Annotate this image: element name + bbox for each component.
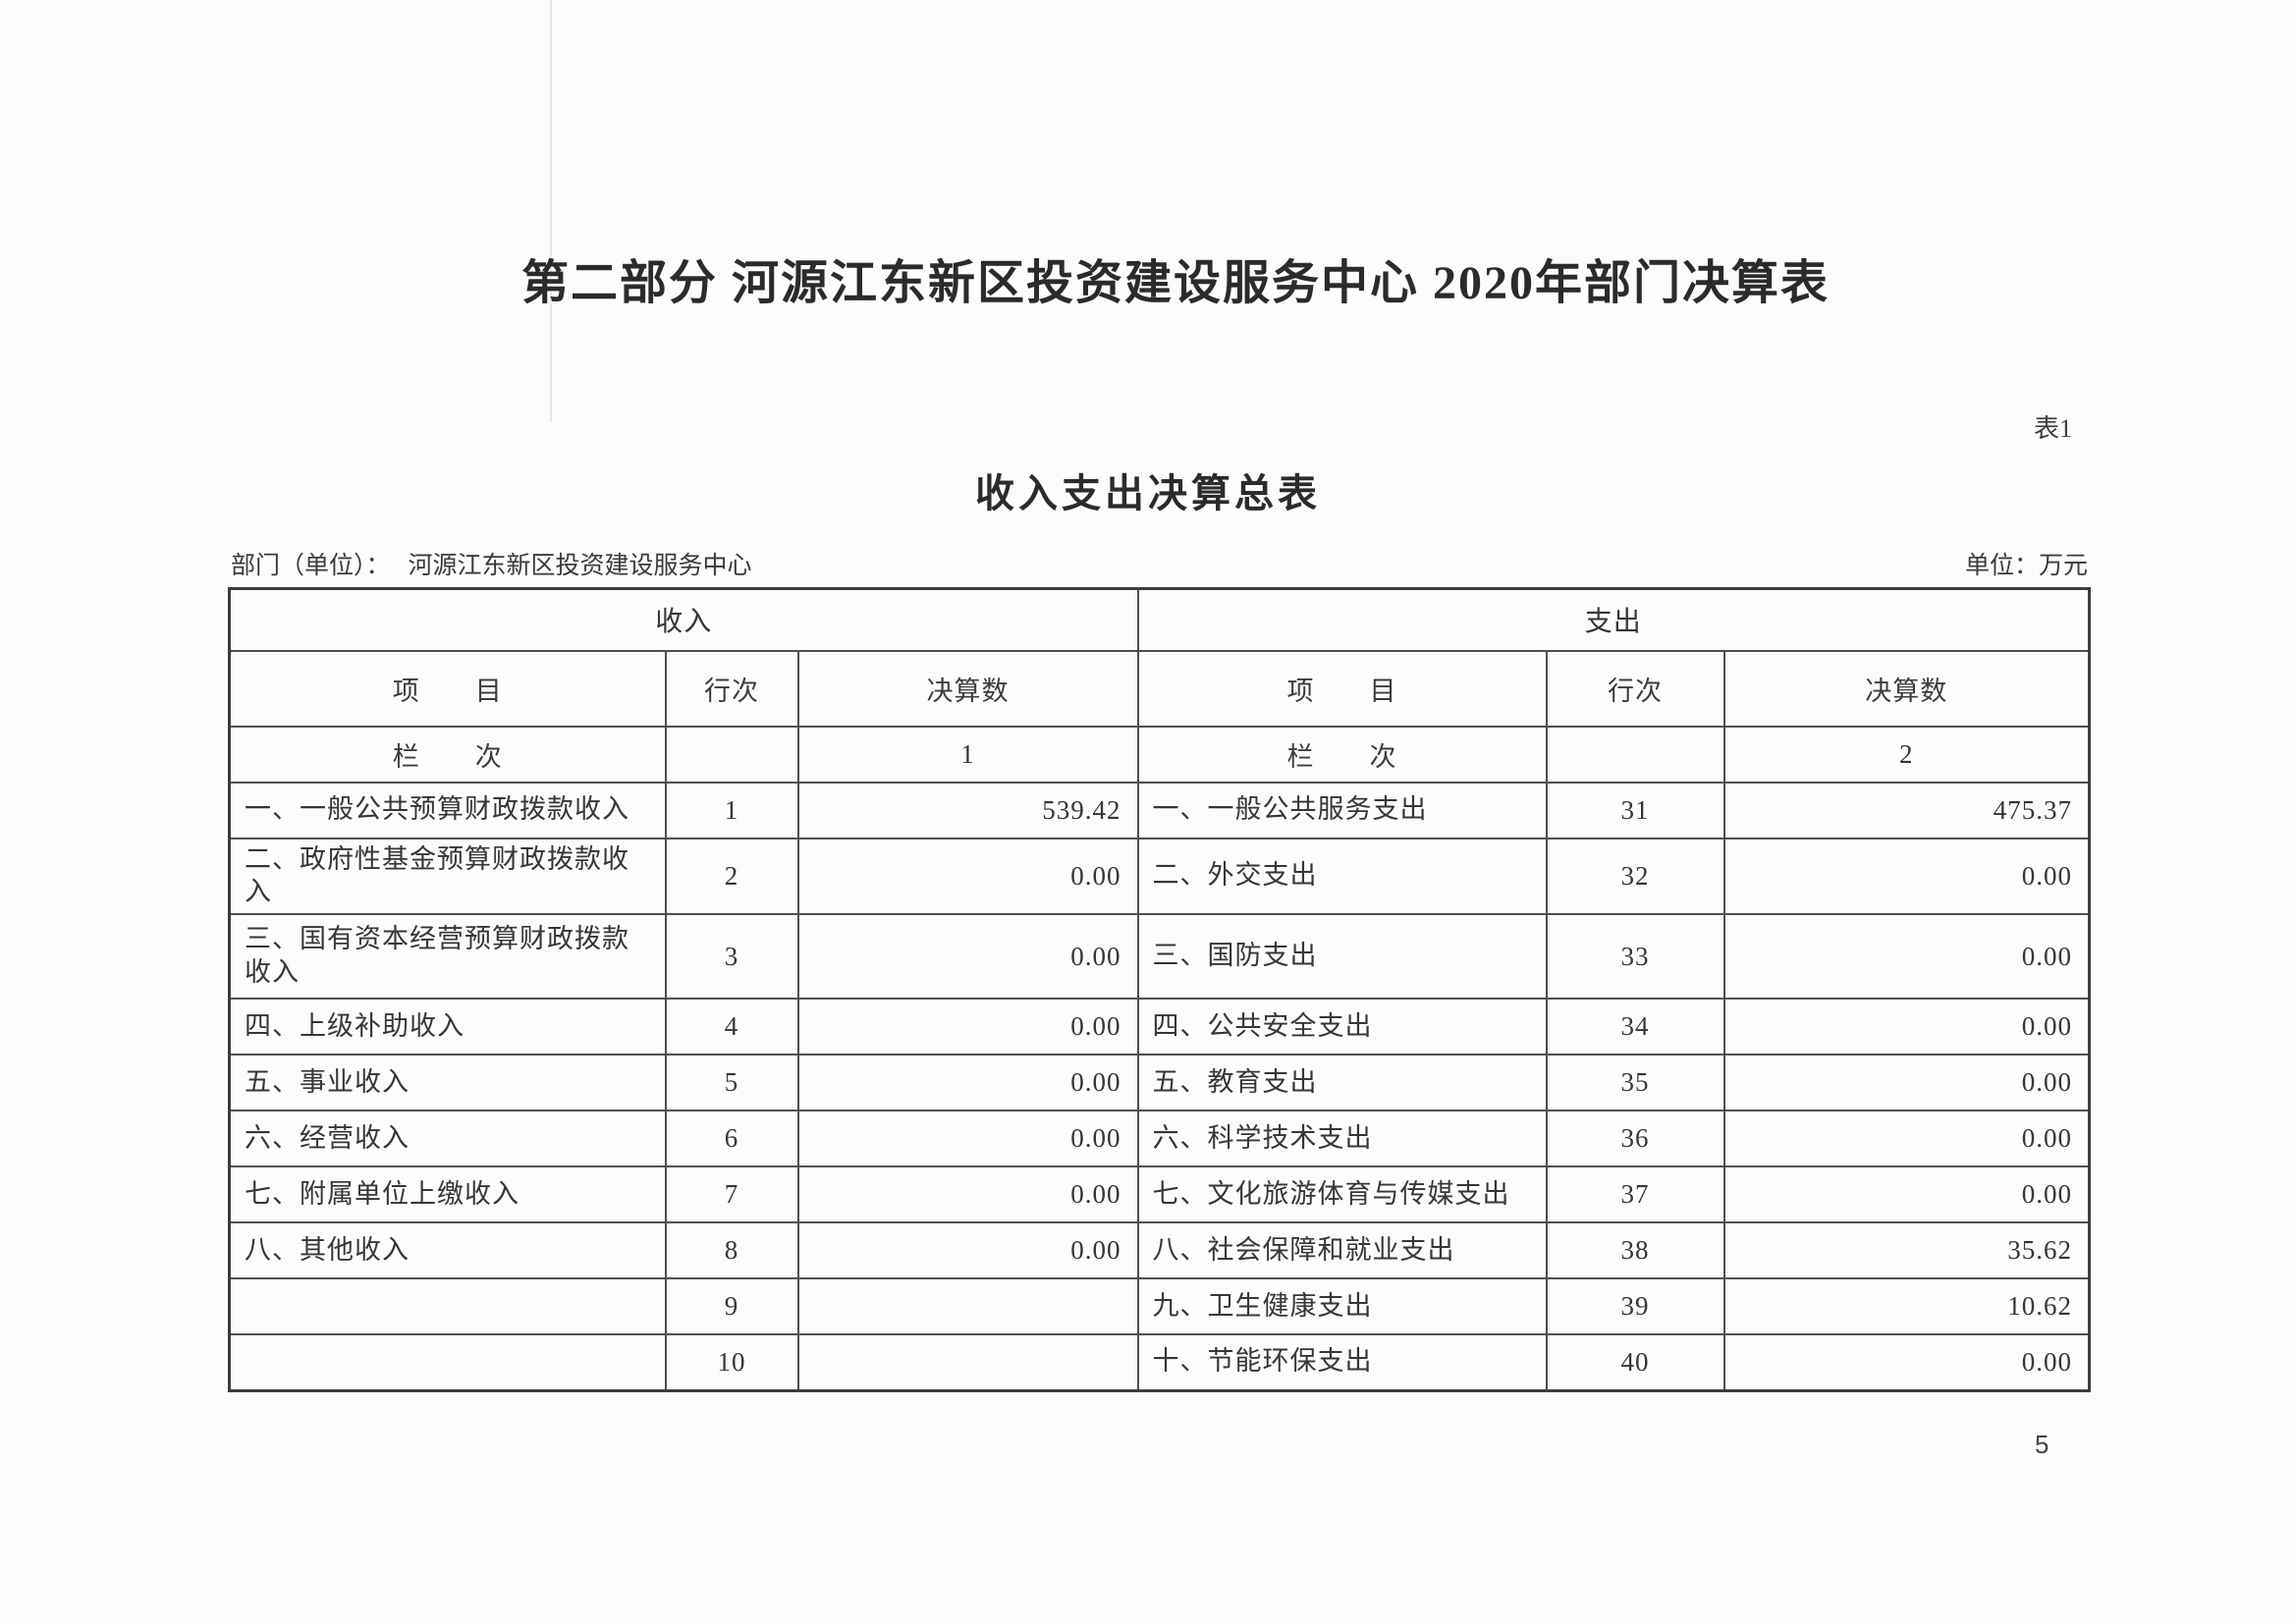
income-amount-cell: 539.42 (796, 781, 1139, 839)
table-row: 四、上级补助收入 4 0.00 四、公共安全支出 34 0.00 (228, 998, 2091, 1056)
income-line-cell: 10 (664, 1333, 799, 1391)
expenditure-amount-cell: 0.00 (1722, 837, 2091, 915)
expenditure-amount-cell: 0.00 (1722, 1333, 2091, 1391)
department-value: 河源江东新区投资建设服务中心 (408, 553, 752, 579)
expenditure-line-cell: 39 (1545, 1277, 1725, 1335)
expenditure-item-cell: 一、一般公共服务支出 (1136, 781, 1548, 839)
table-row: 9 九、卫生健康支出 39 10.62 (228, 1277, 2091, 1335)
expenditure-line-cell: 40 (1545, 1333, 1725, 1391)
income-column-index: 1 (796, 725, 1139, 784)
expenditure-amount-cell: 0.00 (1722, 998, 2091, 1056)
expenditure-item-cell: 十、节能环保支出 (1136, 1333, 1548, 1391)
income-item-cell: 四、上级补助收入 (228, 998, 667, 1056)
unit-label: 单位：万元 (1964, 553, 2088, 579)
income-line-cell: 8 (664, 1221, 799, 1279)
table-row: 一、一般公共预算财政拨款收入 1 539.42 一、一般公共服务支出 31 47… (228, 781, 2091, 839)
scan-artifact (550, 0, 552, 422)
income-line-cell: 7 (664, 1165, 799, 1223)
expenditure-amount-cell: 0.00 (1722, 1110, 2091, 1167)
expenditure-item-cell: 九、卫生健康支出 (1136, 1277, 1548, 1335)
page-number: 5 (2035, 1430, 2050, 1459)
income-amount-cell: 0.00 (796, 998, 1139, 1056)
income-item-cell: 五、事业收入 (228, 1054, 667, 1111)
income-amount-cell: 0.00 (796, 1110, 1139, 1167)
income-amount-cell: 0.00 (796, 1054, 1139, 1111)
expenditure-item-cell: 二、外交支出 (1136, 837, 1548, 915)
empty-cell (1545, 725, 1725, 784)
expenditure-line-header: 行次 (1545, 649, 1725, 728)
table-row: 二、政府性基金预算财政拨款收入 2 0.00 二、外交支出 32 0.00 (228, 837, 2091, 915)
expenditure-amount-cell: 10.62 (1722, 1277, 2091, 1335)
table-row: 八、其他收入 8 0.00 八、社会保障和就业支出 38 35.62 (228, 1221, 2091, 1279)
expenditure-line-cell: 38 (1545, 1221, 1725, 1279)
table-row: 10 十、节能环保支出 40 0.00 (228, 1333, 2091, 1391)
table-row: 五、事业收入 5 0.00 五、教育支出 35 0.00 (228, 1054, 2091, 1111)
expenditure-line-cell: 33 (1545, 913, 1725, 1000)
budget-summary-table: 收入 支出 项 目 行次 决算数 项 目 行次 决算数 栏 次 1 栏 次 2 … (228, 587, 2091, 1392)
expenditure-amount-header: 决算数 (1722, 649, 2091, 728)
table-meta-row: 部门（单位）： 河源江东新区投资建设服务中心 单位：万元 (231, 546, 2088, 581)
income-line-header: 行次 (664, 649, 799, 728)
expenditure-section-header: 支出 (1136, 587, 2091, 652)
income-item-cell (228, 1277, 667, 1335)
expenditure-item-cell: 八、社会保障和就业支出 (1136, 1221, 1548, 1279)
column-index-row: 栏 次 1 栏 次 2 (228, 725, 2091, 784)
income-amount-cell: 0.00 (796, 1221, 1139, 1279)
income-line-cell: 3 (664, 913, 799, 1000)
column-header-row: 项 目 行次 决算数 项 目 行次 决算数 (228, 649, 2091, 728)
income-item-cell: 二、政府性基金预算财政拨款收入 (228, 837, 667, 915)
income-item-cell (228, 1333, 667, 1391)
expenditure-index-label: 栏 次 (1136, 725, 1548, 784)
expenditure-item-cell: 七、文化旅游体育与传媒支出 (1136, 1165, 1548, 1223)
expenditure-amount-cell: 0.00 (1722, 1165, 2091, 1223)
income-item-cell: 八、其他收入 (228, 1221, 667, 1279)
expenditure-line-cell: 36 (1545, 1110, 1725, 1167)
expenditure-line-cell: 31 (1545, 781, 1725, 839)
income-amount-header: 决算数 (796, 649, 1139, 728)
income-line-cell: 5 (664, 1054, 799, 1111)
expenditure-item-cell: 四、公共安全支出 (1136, 998, 1548, 1056)
empty-cell (664, 725, 799, 784)
expenditure-item-header: 项 目 (1136, 649, 1548, 728)
page-title: 第二部分 河源江东新区投资建设服务中心 2020年部门决算表 (520, 257, 1830, 309)
income-amount-cell: 0.00 (796, 1165, 1139, 1223)
income-amount-cell: 0.00 (796, 913, 1139, 1000)
income-amount-cell (796, 1277, 1139, 1335)
expenditure-column-index: 2 (1722, 725, 2091, 784)
expenditure-line-cell: 37 (1545, 1165, 1725, 1223)
table-row: 七、附属单位上缴收入 7 0.00 七、文化旅游体育与传媒支出 37 0.00 (228, 1165, 2091, 1223)
expenditure-line-cell: 35 (1545, 1054, 1725, 1111)
income-item-header: 项 目 (228, 649, 667, 728)
expenditure-amount-cell: 35.62 (1722, 1221, 2091, 1279)
income-index-label: 栏 次 (228, 725, 667, 784)
income-amount-cell: 0.00 (796, 837, 1139, 915)
income-line-cell: 4 (664, 998, 799, 1056)
department-label: 部门（单位）： (231, 553, 391, 579)
expenditure-amount-cell: 0.00 (1722, 913, 2091, 1000)
expenditure-item-cell: 三、国防支出 (1136, 913, 1548, 1000)
income-item-cell: 六、经营收入 (228, 1110, 667, 1167)
expenditure-item-cell: 五、教育支出 (1136, 1054, 1548, 1111)
income-amount-cell (796, 1333, 1139, 1391)
expenditure-line-cell: 32 (1545, 837, 1725, 915)
income-line-cell: 1 (664, 781, 799, 839)
income-item-cell: 三、国有资本经营预算财政拨款收入 (228, 913, 667, 1000)
income-item-cell: 七、附属单位上缴收入 (228, 1165, 667, 1223)
table-number-label: 表1 (2033, 414, 2072, 443)
expenditure-line-cell: 34 (1545, 998, 1725, 1056)
income-line-cell: 9 (664, 1277, 799, 1335)
department-line: 部门（单位）： 河源江东新区投资建设服务中心 (231, 546, 752, 581)
table-title: 收入支出决算总表 (975, 471, 1321, 515)
section-header-row: 收入 支出 (228, 587, 2091, 652)
income-line-cell: 2 (664, 837, 799, 915)
income-section-header: 收入 (228, 587, 1139, 652)
table-row: 六、经营收入 6 0.00 六、科学技术支出 36 0.00 (228, 1110, 2091, 1167)
expenditure-amount-cell: 475.37 (1722, 781, 2091, 839)
income-line-cell: 6 (664, 1110, 799, 1167)
expenditure-amount-cell: 0.00 (1722, 1054, 2091, 1111)
expenditure-item-cell: 六、科学技术支出 (1136, 1110, 1548, 1167)
income-item-cell: 一、一般公共预算财政拨款收入 (228, 781, 667, 839)
table-row: 三、国有资本经营预算财政拨款收入 3 0.00 三、国防支出 33 0.00 (228, 913, 2091, 1000)
